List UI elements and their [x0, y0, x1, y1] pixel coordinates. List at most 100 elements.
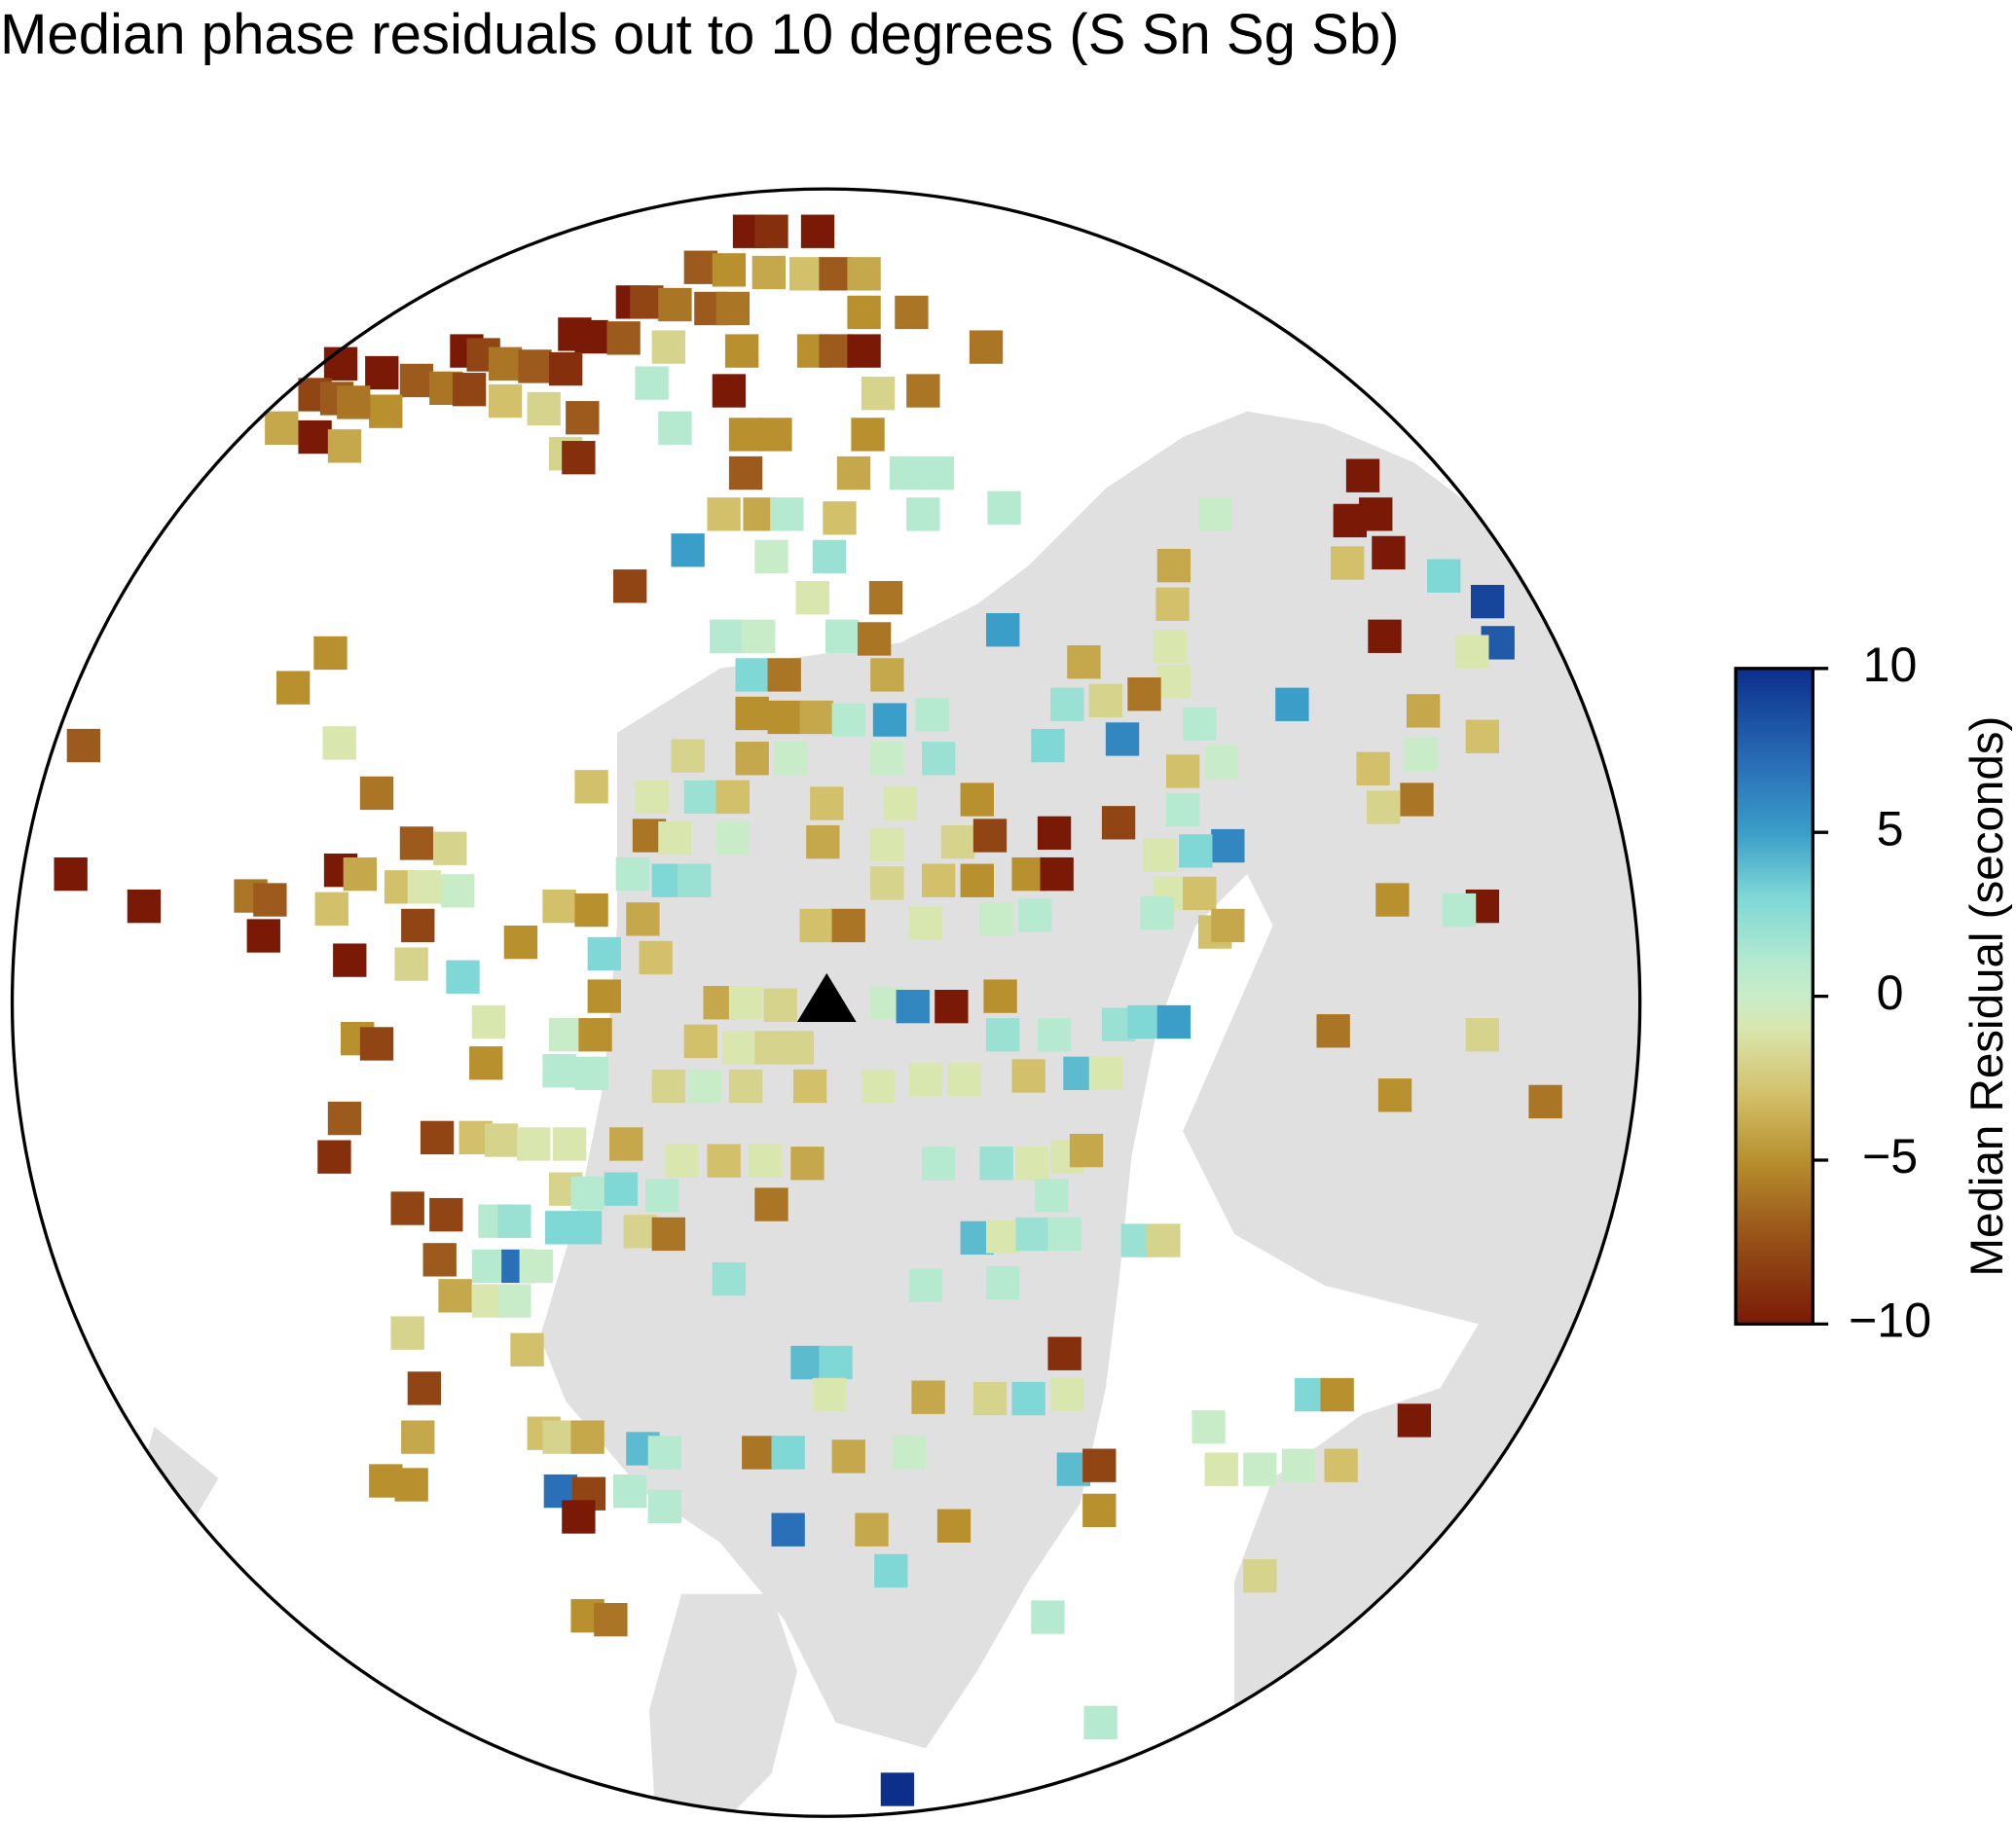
station-square	[510, 1332, 544, 1366]
station-square	[722, 1031, 756, 1065]
station-square	[799, 908, 833, 943]
station-square	[452, 373, 487, 407]
colorbar-tick-label: −10	[1849, 1293, 1931, 1348]
station-square	[687, 1069, 721, 1104]
colorbar-tick-label: 0	[1877, 965, 1904, 1020]
station-square	[1281, 1448, 1316, 1482]
station-square	[724, 334, 759, 368]
station-square	[542, 1420, 576, 1454]
station-square	[313, 636, 348, 671]
station-square	[707, 1144, 741, 1178]
station-square	[1156, 1004, 1191, 1039]
station-square	[390, 1316, 424, 1350]
station-square	[771, 1512, 805, 1547]
station-square	[1083, 1705, 1118, 1739]
station-square	[1050, 1377, 1084, 1412]
station-square	[986, 1018, 1020, 1052]
station-square	[1368, 619, 1402, 653]
station-square	[1140, 895, 1174, 929]
station-square	[1031, 728, 1065, 763]
station-square	[742, 619, 776, 653]
station-square	[710, 619, 744, 653]
station-square	[770, 497, 804, 531]
station-square	[488, 383, 523, 419]
station-square	[896, 989, 930, 1024]
station-square	[1197, 497, 1232, 531]
station-square	[861, 1069, 896, 1104]
station-square	[868, 580, 903, 615]
station-square	[587, 979, 621, 1013]
station-square	[658, 820, 692, 856]
station-square	[972, 819, 1008, 853]
station-square	[438, 1279, 472, 1313]
station-square	[922, 1147, 956, 1181]
station-square	[1153, 630, 1188, 664]
station-square	[441, 874, 475, 908]
station-square	[1155, 587, 1190, 621]
station-square	[1470, 584, 1505, 619]
station-square	[754, 1187, 788, 1221]
station-square	[484, 1123, 519, 1157]
map-frame	[10, 187, 1642, 1818]
station-square	[613, 569, 647, 603]
station-square	[1275, 687, 1309, 721]
station-square	[799, 700, 833, 735]
station-square	[548, 351, 583, 386]
station-square	[542, 889, 576, 924]
station-square	[323, 346, 358, 381]
station-square	[1067, 645, 1101, 679]
station-square	[810, 786, 844, 820]
station-square	[1015, 1217, 1049, 1252]
station-square	[915, 698, 949, 732]
station-square	[253, 883, 287, 917]
station-square	[1211, 828, 1245, 863]
station-square	[1427, 559, 1461, 593]
station-square	[527, 391, 561, 426]
station-square	[664, 1144, 699, 1178]
station-square	[979, 902, 1013, 936]
station-square	[1465, 1018, 1500, 1052]
station-square	[883, 786, 917, 820]
station-square	[604, 1172, 639, 1206]
station-square	[870, 827, 904, 861]
station-square	[800, 214, 835, 248]
station-square	[792, 1069, 827, 1104]
station-square	[920, 455, 955, 491]
station-square	[407, 1371, 442, 1405]
station-square	[748, 1144, 783, 1178]
station-square	[728, 1069, 763, 1104]
station-square	[819, 1345, 853, 1380]
station-square	[1183, 707, 1217, 741]
station-square	[635, 780, 669, 815]
station-square	[433, 831, 467, 865]
station-square	[960, 863, 994, 897]
station-square	[503, 925, 538, 960]
station-square	[771, 1436, 805, 1470]
station-square	[647, 1489, 682, 1524]
station-square	[979, 1147, 1013, 1181]
station-square	[519, 1249, 553, 1284]
station-square	[1331, 546, 1365, 580]
station-square	[574, 770, 608, 804]
station-square	[986, 613, 1020, 647]
station-square	[754, 539, 788, 574]
station-square	[1465, 719, 1500, 753]
station-square	[1143, 838, 1177, 872]
station-square	[892, 1436, 926, 1470]
station-square	[790, 1345, 825, 1380]
colorbar-tick-label: 5	[1877, 801, 1904, 856]
station-square	[1377, 1078, 1412, 1112]
station-square	[1372, 535, 1406, 570]
station-square	[831, 703, 865, 737]
station-square	[728, 986, 763, 1020]
station-square	[823, 501, 857, 535]
station-square	[1204, 1452, 1238, 1486]
station-square	[651, 330, 685, 364]
station-square	[855, 1512, 889, 1547]
station-square	[922, 863, 956, 897]
station-square	[1082, 1493, 1117, 1528]
station-square	[66, 728, 101, 763]
station-square	[831, 908, 865, 943]
station-square	[365, 355, 399, 390]
station-square	[735, 742, 769, 776]
